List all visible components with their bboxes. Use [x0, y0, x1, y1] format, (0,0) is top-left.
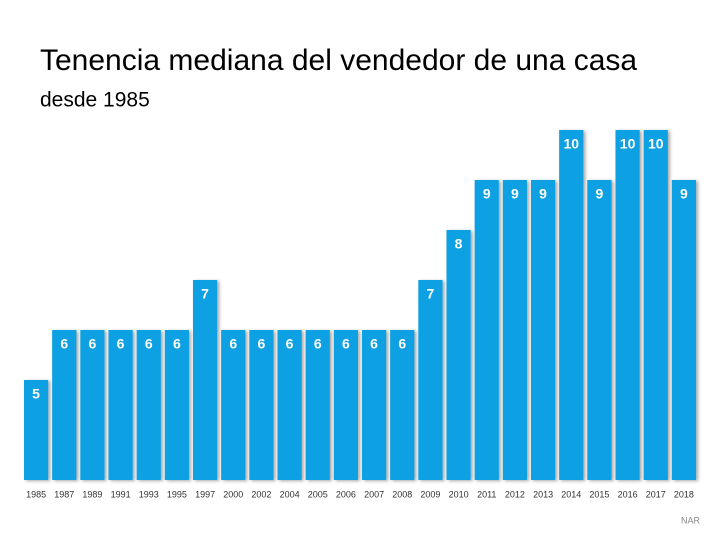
value-label: 7	[427, 286, 435, 302]
value-label: 6	[117, 336, 125, 352]
bar	[164, 330, 190, 480]
value-label: 9	[596, 186, 604, 202]
value-label: 9	[539, 186, 547, 202]
bar	[333, 330, 359, 480]
x-tick-label: 2002	[251, 489, 271, 499]
value-label: 10	[648, 136, 664, 152]
bar	[277, 330, 302, 480]
x-tick-label: 2004	[280, 489, 300, 499]
x-tick-label: 2011	[477, 489, 496, 499]
x-tick-label: 1985	[26, 489, 46, 499]
value-label: 6	[342, 336, 350, 352]
bar	[361, 330, 387, 480]
x-tick-label: 2008	[392, 489, 412, 499]
x-tick-label: 1995	[167, 489, 187, 499]
x-tick-label: 2012	[505, 489, 525, 499]
x-tick-label: 2005	[308, 489, 328, 499]
value-label: 6	[229, 336, 237, 352]
value-label: 6	[398, 336, 406, 352]
x-tick-label: 2017	[646, 489, 666, 499]
bar	[108, 330, 133, 480]
value-label: 9	[483, 186, 491, 202]
bar	[615, 130, 640, 480]
value-label: 6	[370, 336, 378, 352]
value-label: 8	[455, 236, 463, 252]
bar	[559, 130, 584, 480]
x-tick-label: 2009	[420, 489, 440, 499]
x-tick-label: 1997	[195, 489, 215, 499]
value-label: 7	[201, 286, 209, 302]
bar	[643, 130, 668, 480]
bar	[587, 180, 612, 480]
x-tick-label: 2010	[449, 489, 469, 499]
x-tick-label: 2000	[223, 489, 243, 499]
chart-subtitle: desde 1985	[40, 89, 150, 112]
value-label: 10	[620, 136, 636, 152]
x-tick-label: 1989	[82, 489, 102, 499]
bar	[23, 380, 49, 480]
x-tick-label: 2016	[618, 489, 638, 499]
bar	[136, 330, 161, 480]
bar	[502, 180, 528, 480]
value-label: 9	[680, 186, 688, 202]
bar	[221, 330, 246, 480]
bar	[530, 180, 556, 480]
value-label: 6	[314, 336, 322, 352]
chart-title: Tenencia mediana del vendedor de una cas…	[40, 44, 637, 77]
bar	[80, 330, 105, 480]
value-label: 10	[563, 136, 579, 152]
bar	[249, 330, 274, 480]
value-label: 9	[511, 186, 519, 202]
value-label: 6	[173, 336, 181, 352]
bar	[671, 180, 697, 480]
bar	[446, 230, 471, 480]
value-label: 6	[89, 336, 97, 352]
bar	[474, 180, 499, 480]
bar	[52, 330, 77, 480]
bar	[192, 280, 218, 480]
value-label: 6	[286, 336, 294, 352]
x-tick-label: 2015	[589, 489, 609, 499]
value-label: 5	[32, 386, 40, 402]
x-tick-label: 1987	[54, 489, 74, 499]
source: NAR	[681, 515, 701, 525]
value-label: 6	[258, 336, 266, 352]
x-tick-label: 2018	[674, 489, 694, 499]
bar	[418, 280, 443, 480]
x-tick-label: 1993	[139, 489, 159, 499]
x-tick-label: 2006	[336, 489, 356, 499]
bar	[390, 330, 415, 480]
value-label: 6	[145, 336, 153, 352]
x-tick-label: 2007	[364, 489, 384, 499]
x-tick-label: 2014	[561, 489, 581, 499]
x-tick-label: 1991	[111, 489, 131, 499]
x-tick-label: 2013	[533, 489, 553, 499]
value-label: 6	[60, 336, 68, 352]
bar	[305, 330, 330, 480]
